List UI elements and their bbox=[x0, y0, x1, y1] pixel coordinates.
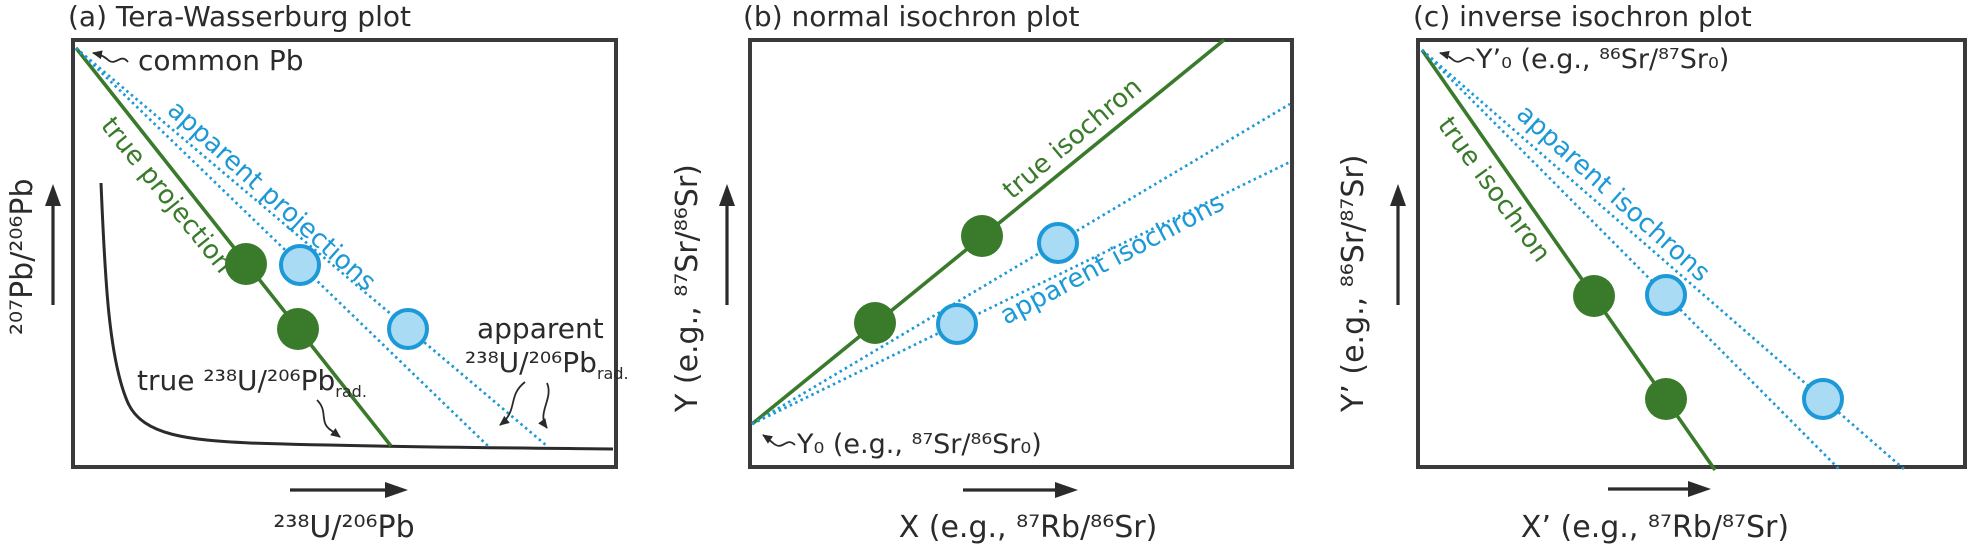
y0-arrow bbox=[762, 434, 796, 447]
panel-b-title: (b) normal isochron plot bbox=[743, 0, 1080, 33]
apparent-data-point-2 bbox=[1802, 378, 1844, 420]
true-data-point-2 bbox=[1645, 378, 1687, 420]
panel-c: (c) inverse isochron plot true isochron … bbox=[1336, 0, 1967, 545]
apparent-intercept-arrow-2 bbox=[538, 382, 550, 429]
panel-c-y-axis-label: Y’ (e.g., ⁸⁶Sr/⁸⁷Sr) bbox=[1336, 155, 1371, 413]
apparent-intercept-ratio: ²³⁸U/²⁰⁶Pbrad. bbox=[465, 346, 629, 383]
apparent-isochron-line-2 bbox=[751, 160, 1291, 426]
apparent-data-point-2 bbox=[387, 308, 429, 350]
apparent-isochron-line-1 bbox=[751, 102, 1291, 426]
apparent-projection-line-2 bbox=[75, 46, 548, 448]
panel-b-x-axis-label: X (e.g., ⁸⁷Rb/⁸⁶Sr) bbox=[899, 510, 1158, 545]
common-pb-arrow bbox=[92, 50, 129, 63]
panel-b-y-axis-label: Y (e.g., ⁸⁷Sr/⁸⁶Sr) bbox=[670, 164, 705, 413]
panel-a-x-axis-label: ²³⁸U/²⁰⁶Pb bbox=[273, 510, 414, 545]
concordia-curve bbox=[99, 182, 614, 451]
apparent-data-point-1 bbox=[936, 303, 978, 345]
apparent-isochron-line-1 bbox=[1421, 49, 1841, 471]
panel-a-x-axis-arrowhead-icon bbox=[385, 482, 408, 498]
true-data-point-2 bbox=[277, 308, 319, 350]
apparent-data-point-1 bbox=[1645, 274, 1687, 316]
apparent-intercept-word: apparent bbox=[477, 312, 604, 345]
panel-a-title: (a) Tera-Wasserburg plot bbox=[68, 0, 411, 33]
panel-b-plot-box bbox=[748, 38, 1294, 469]
panel-c-x-axis-label: X’ (e.g., ⁸⁷Rb/⁸⁷Sr) bbox=[1521, 510, 1789, 545]
panel-a-y-axis-arrowhead-icon bbox=[45, 184, 61, 206]
panel-a-plot-box bbox=[71, 38, 618, 469]
true-data-point-1 bbox=[1573, 275, 1615, 317]
panel-c-plot-box bbox=[1416, 38, 1967, 469]
panel-b-y-axis-arrowhead-icon bbox=[719, 184, 735, 206]
panel-a: (a) Tera-Wasserburg plot common Pb true … bbox=[5, 0, 629, 545]
panel-a-y-axis-label: ²⁰⁷Pb/²⁰⁶Pb bbox=[5, 178, 40, 335]
true-intercept-arrow bbox=[316, 399, 341, 438]
panel-b: (b) normal isochron plot true isochron a… bbox=[670, 0, 1294, 545]
common-pb-label: common Pb bbox=[138, 44, 304, 77]
y-prime-0-arrow bbox=[1439, 50, 1475, 63]
apparent-intercept-arrow-1 bbox=[499, 381, 526, 426]
panel-c-x-axis-arrowhead-icon bbox=[1688, 481, 1711, 497]
apparent-isochron-line-2 bbox=[1421, 48, 1906, 472]
y0-intercept-label: Y₀ (e.g., ⁸⁷Sr/⁸⁶Sr₀) bbox=[796, 429, 1042, 460]
panel-c-title: (c) inverse isochron plot bbox=[1413, 0, 1752, 33]
true-projection-line bbox=[74, 46, 393, 448]
panel-b-x-axis-arrowhead-icon bbox=[1055, 482, 1078, 498]
apparent-data-point-1 bbox=[279, 244, 321, 286]
panel-c-y-axis-arrowhead-icon bbox=[1390, 184, 1406, 206]
apparent-data-point-2 bbox=[1037, 222, 1079, 264]
y-prime-0-intercept-label: Y’₀ (e.g., ⁸⁶Sr/⁸⁷Sr₀) bbox=[1475, 44, 1729, 75]
true-data-point-2 bbox=[961, 215, 1003, 257]
true-data-point-1 bbox=[854, 302, 896, 344]
true-intercept-label: true ²³⁸U/²⁰⁶Pbrad. bbox=[137, 364, 367, 401]
true-data-point-1 bbox=[225, 243, 267, 285]
